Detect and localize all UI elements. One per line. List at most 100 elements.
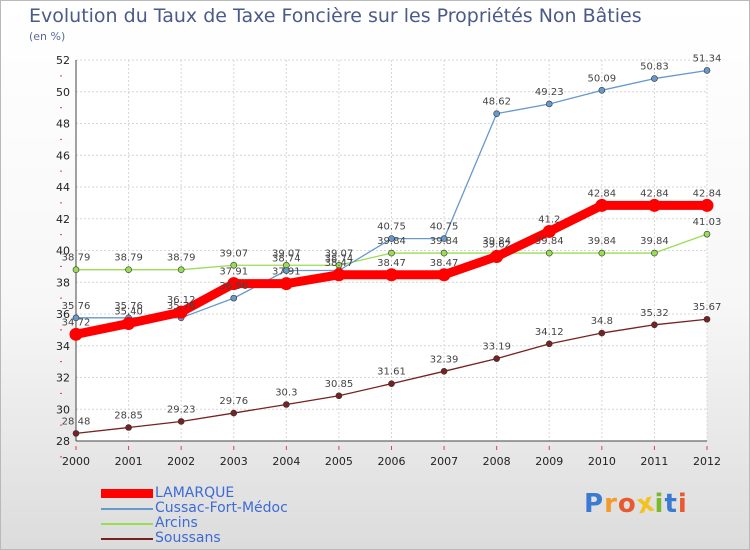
data-label: 51.34 [693, 53, 722, 64]
data-point [388, 249, 395, 257]
data-label: 50.83 [640, 62, 669, 73]
data-label: 41.2 [538, 214, 560, 225]
data-point [651, 321, 658, 329]
data-label: 35.76 [167, 301, 196, 312]
data-point [72, 314, 80, 322]
x-tick-label: 2000 [62, 455, 90, 468]
y-tick-label: 40 [56, 245, 70, 258]
data-label: 38.79 [62, 253, 91, 264]
y-tick-label: 28 [56, 435, 70, 448]
data-point [437, 268, 451, 282]
legend-label: LAMARQUE [155, 485, 235, 501]
y-tick-label: 36 [56, 308, 70, 321]
data-point [703, 315, 711, 323]
data-point [388, 235, 395, 242]
data-label: 38.47 [377, 258, 406, 269]
x-tick-label: 2012 [693, 455, 721, 468]
logo-letter: i [654, 489, 665, 519]
data-label: 39.84 [640, 236, 669, 247]
data-point [283, 401, 290, 408]
data-point [700, 198, 714, 212]
data-label: 39.07 [325, 248, 354, 259]
data-label: 38.74 [272, 254, 301, 265]
y-tick-label: 34 [56, 340, 70, 353]
data-point [385, 268, 398, 282]
x-tick-label: 2001 [115, 455, 143, 468]
logo-letter: P [584, 489, 605, 519]
data-label: 34.12 [535, 327, 564, 338]
x-tick-label: 2004 [272, 455, 300, 468]
legend-label: Soussans [155, 530, 221, 546]
data-point [651, 249, 658, 257]
y-tick-label: 50 [56, 86, 70, 99]
data-label: 39.07 [272, 248, 301, 259]
data-label: 36.12 [167, 295, 196, 306]
y-tick-label: 52 [56, 54, 70, 67]
data-point [598, 329, 606, 337]
data-point [598, 87, 606, 94]
data-point [125, 424, 132, 431]
data-point [283, 267, 290, 274]
data-label: 50.09 [588, 73, 617, 84]
data-point [490, 250, 504, 264]
data-label: 30.3 [275, 387, 297, 398]
x-tick-label: 2005 [325, 455, 353, 468]
data-point [440, 249, 448, 257]
data-point [174, 305, 188, 319]
chart-title: Evolution du Taux de Taxe Foncière sur l… [29, 5, 642, 27]
data-label: 35.32 [640, 308, 669, 319]
data-point [335, 392, 343, 400]
y-tick-label: 48 [56, 118, 70, 131]
y-tick-label: 38 [56, 276, 70, 289]
legend-swatch [101, 523, 153, 525]
data-label: 38.79 [114, 253, 143, 264]
data-label: 39.84 [377, 236, 406, 247]
data-point [440, 368, 448, 375]
y-tick-label: 46 [56, 149, 70, 162]
data-label: 39.84 [430, 236, 459, 247]
chart-subtitle: (en %) [29, 30, 66, 43]
data-label: 31.61 [377, 367, 406, 378]
data-point [72, 430, 80, 437]
data-point [703, 230, 711, 238]
data-point [595, 198, 609, 212]
data-point [651, 75, 658, 82]
data-point [545, 249, 553, 257]
x-tick-label: 2011 [640, 455, 668, 468]
data-point [703, 67, 711, 74]
proxiti-logo: Proxiti [584, 487, 688, 520]
data-point [72, 266, 80, 274]
data-label: 35.76 [62, 301, 91, 312]
data-point [177, 266, 185, 274]
data-label: 39.84 [588, 236, 617, 247]
data-label: 32.39 [430, 354, 459, 365]
x-tick-label: 2003 [220, 455, 248, 468]
logo-letter: i [677, 489, 688, 519]
data-label: 35.76 [114, 301, 143, 312]
data-point [440, 235, 448, 242]
data-point [230, 261, 238, 269]
x-tick-label: 2002 [167, 455, 195, 468]
data-point [125, 266, 132, 274]
data-point [542, 224, 556, 238]
x-tick-label: 2009 [535, 455, 563, 468]
data-label: 36.96 [219, 281, 248, 292]
data-label: 42.84 [693, 188, 722, 199]
data-label: 38.47 [430, 258, 459, 269]
data-label: 28.85 [114, 411, 143, 422]
data-label: 30.85 [325, 379, 354, 390]
data-point [332, 268, 346, 282]
data-label: 34.8 [591, 316, 613, 327]
data-point [545, 340, 553, 348]
data-label: 29.23 [167, 404, 196, 415]
y-tick-label: 44 [56, 181, 70, 194]
data-point [279, 277, 293, 291]
data-label: 42.84 [640, 188, 669, 199]
data-label: 33.19 [482, 342, 511, 353]
y-tick-label: 32 [56, 372, 70, 385]
data-point [598, 249, 606, 257]
data-label: 29.76 [219, 396, 248, 407]
data-label: 39.62 [482, 240, 511, 251]
